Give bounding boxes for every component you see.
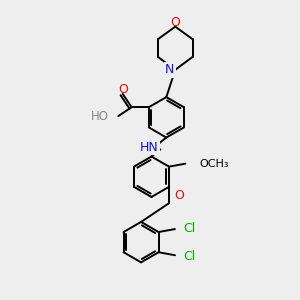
Text: OCH₃: OCH₃ [200,159,229,169]
Text: O: O [170,16,180,29]
Text: O: O [174,189,184,202]
Text: Cl: Cl [183,250,196,262]
Text: O: O [118,83,128,96]
Text: HO: HO [91,110,109,123]
Text: N: N [165,63,175,76]
Text: Cl: Cl [183,222,196,235]
Text: HN: HN [140,140,159,154]
